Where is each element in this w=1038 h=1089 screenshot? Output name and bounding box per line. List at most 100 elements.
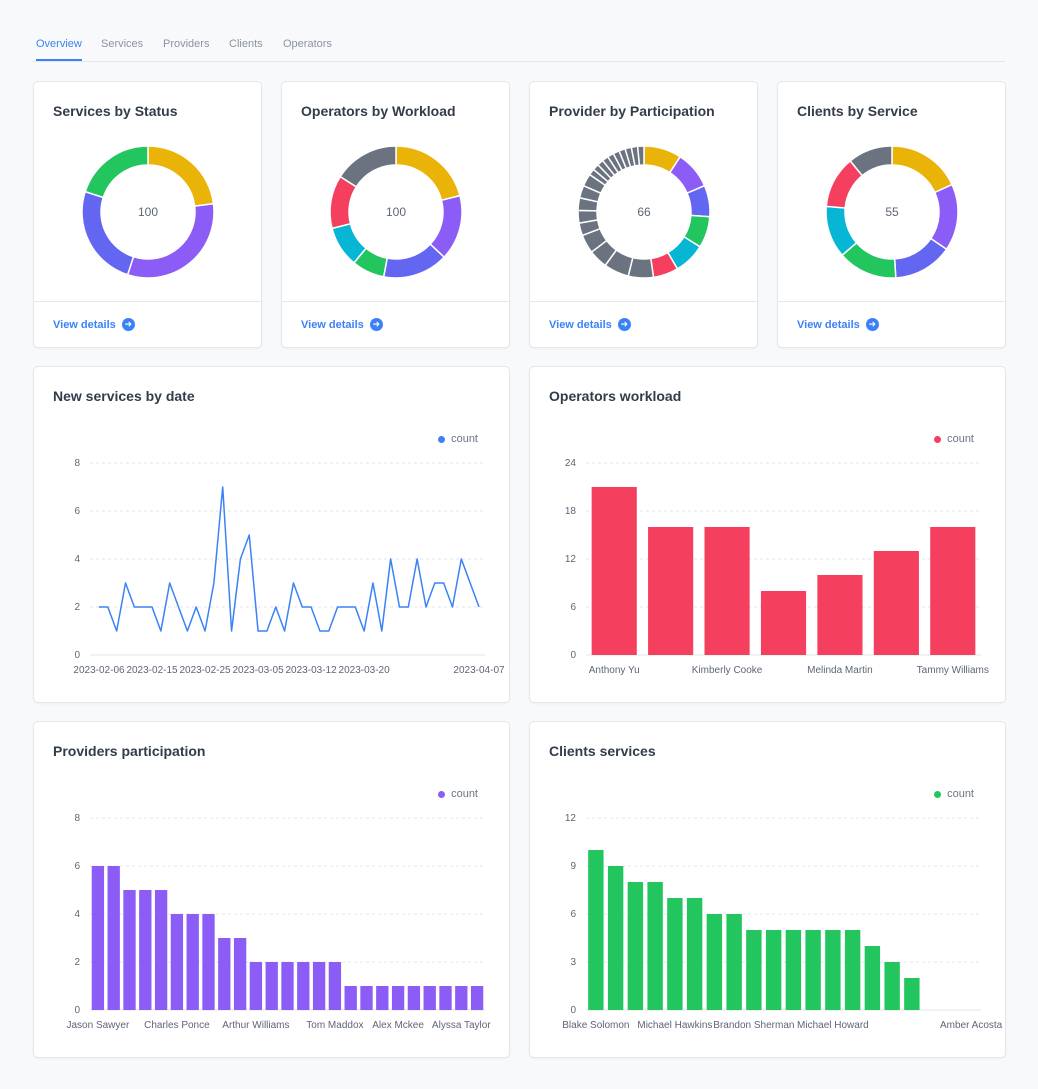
donut-segment[interactable] bbox=[339, 145, 397, 188]
tab-services[interactable]: Services bbox=[101, 38, 144, 50]
bar[interactable] bbox=[930, 527, 976, 655]
bar[interactable] bbox=[591, 487, 637, 655]
bar[interactable] bbox=[904, 978, 920, 1010]
bar[interactable] bbox=[805, 930, 821, 1010]
legend-dot bbox=[934, 790, 942, 798]
bar[interactable] bbox=[667, 898, 683, 1010]
donut-segment[interactable] bbox=[849, 145, 893, 177]
bar[interactable] bbox=[297, 962, 310, 1010]
bar[interactable] bbox=[123, 890, 136, 1010]
bar[interactable] bbox=[873, 551, 919, 655]
bar[interactable] bbox=[407, 986, 421, 1010]
bar[interactable] bbox=[154, 890, 168, 1010]
bar[interactable] bbox=[470, 986, 484, 1010]
bar[interactable] bbox=[760, 591, 807, 655]
chart-legend[interactable]: count bbox=[934, 788, 974, 800]
bar[interactable] bbox=[706, 914, 723, 1010]
y-tick-label: 4 bbox=[74, 554, 80, 565]
bar[interactable] bbox=[376, 986, 389, 1010]
view-details-link[interactable]: View details ➜ bbox=[549, 318, 631, 331]
donut-segment[interactable] bbox=[929, 183, 959, 251]
x-tick-label: Melinda Martin bbox=[807, 665, 873, 676]
bar[interactable] bbox=[648, 527, 694, 655]
bar[interactable] bbox=[218, 938, 231, 1010]
view-details-link[interactable]: View details ➜ bbox=[301, 318, 383, 331]
donut-segment[interactable] bbox=[147, 145, 215, 207]
bar[interactable] bbox=[627, 882, 644, 1010]
y-tick-label: 2 bbox=[74, 957, 80, 968]
donut-segment[interactable] bbox=[636, 145, 645, 167]
bar[interactable] bbox=[265, 962, 278, 1010]
bar[interactable] bbox=[817, 575, 863, 655]
donut-segment[interactable] bbox=[891, 145, 954, 194]
bar[interactable] bbox=[607, 866, 624, 1010]
tab-overview[interactable]: Overview bbox=[36, 38, 82, 61]
bar[interactable] bbox=[884, 962, 900, 1010]
bar[interactable] bbox=[233, 938, 247, 1010]
donut-segment[interactable] bbox=[382, 243, 446, 279]
chart-legend[interactable]: count bbox=[438, 433, 478, 445]
bar[interactable] bbox=[686, 898, 703, 1010]
bar[interactable] bbox=[864, 946, 881, 1010]
bar[interactable] bbox=[726, 914, 742, 1010]
x-tick-label: Alyssa Taylor bbox=[432, 1020, 491, 1031]
card-title: Operators by Workload bbox=[301, 103, 456, 119]
bar[interactable] bbox=[647, 882, 663, 1010]
bar[interactable] bbox=[170, 914, 184, 1010]
x-tick-label: Arthur Williams bbox=[222, 1020, 289, 1031]
bar[interactable] bbox=[825, 930, 841, 1010]
chart-title: Clients services bbox=[549, 743, 656, 759]
bar[interactable] bbox=[202, 914, 215, 1010]
tab-clients[interactable]: Clients bbox=[229, 38, 263, 50]
x-tick-label: Amber Acosta bbox=[940, 1020, 1003, 1031]
bar[interactable] bbox=[91, 866, 105, 1010]
bar[interactable] bbox=[439, 986, 452, 1010]
bar[interactable] bbox=[139, 890, 152, 1010]
tab-operators[interactable]: Operators bbox=[283, 38, 332, 50]
bar[interactable] bbox=[344, 986, 357, 1010]
bar[interactable] bbox=[423, 986, 436, 1010]
bar[interactable] bbox=[588, 850, 604, 1010]
bar[interactable] bbox=[765, 930, 782, 1010]
y-tick-label: 24 bbox=[565, 458, 577, 469]
series-line[interactable] bbox=[99, 486, 480, 632]
bar[interactable] bbox=[785, 930, 802, 1010]
view-details-link[interactable]: View details ➜ bbox=[797, 318, 879, 331]
x-tick-label: 2023-03-12 bbox=[286, 665, 338, 676]
legend-label: count bbox=[451, 788, 478, 800]
donut-segment[interactable] bbox=[81, 190, 135, 276]
operators-by-workload-card: Operators by Workload 100 View details ➜ bbox=[281, 81, 510, 348]
bar[interactable] bbox=[281, 962, 294, 1010]
x-tick-label: Michael Howard bbox=[797, 1020, 869, 1031]
x-tick-label: Tom Maddox bbox=[306, 1020, 363, 1031]
y-tick-label: 0 bbox=[570, 650, 576, 661]
bar[interactable] bbox=[844, 930, 861, 1010]
bar[interactable] bbox=[107, 866, 120, 1010]
chart-legend[interactable]: count bbox=[934, 433, 974, 445]
donut-segment[interactable] bbox=[395, 145, 461, 202]
operators-workload-card: Operators workload count 0 6 12 18 24 Anthony… bbox=[529, 366, 1006, 703]
bar[interactable] bbox=[704, 527, 750, 655]
bar[interactable] bbox=[186, 914, 199, 1010]
bar-chart: 0 2 4 6 8 Jason Sawyer Charles Ponce Arthur Wil… bbox=[66, 813, 491, 1031]
donut-segment[interactable] bbox=[84, 145, 149, 199]
bar[interactable] bbox=[455, 986, 468, 1010]
view-details-label: View details bbox=[797, 318, 860, 331]
bar[interactable] bbox=[249, 962, 263, 1010]
legend-label: count bbox=[947, 433, 974, 445]
operators-by-workload-donut: 100 bbox=[329, 145, 463, 279]
view-details-link[interactable]: View details ➜ bbox=[53, 318, 135, 331]
bar[interactable] bbox=[391, 986, 405, 1010]
y-tick-label: 8 bbox=[74, 458, 80, 469]
bar[interactable] bbox=[328, 962, 342, 1010]
bar[interactable] bbox=[360, 986, 373, 1010]
provider-by-participation-card: Provider by Participation 66 View detail… bbox=[529, 81, 758, 348]
donut-segment[interactable] bbox=[893, 237, 948, 279]
tab-providers[interactable]: Providers bbox=[163, 38, 210, 50]
bar[interactable] bbox=[746, 930, 762, 1010]
bar[interactable] bbox=[312, 962, 326, 1010]
card-footer: View details ➜ bbox=[778, 301, 1005, 347]
chart-legend[interactable]: count bbox=[438, 788, 478, 800]
x-tick-label: 2023-02-25 bbox=[179, 665, 231, 676]
legend-dot bbox=[438, 435, 446, 443]
